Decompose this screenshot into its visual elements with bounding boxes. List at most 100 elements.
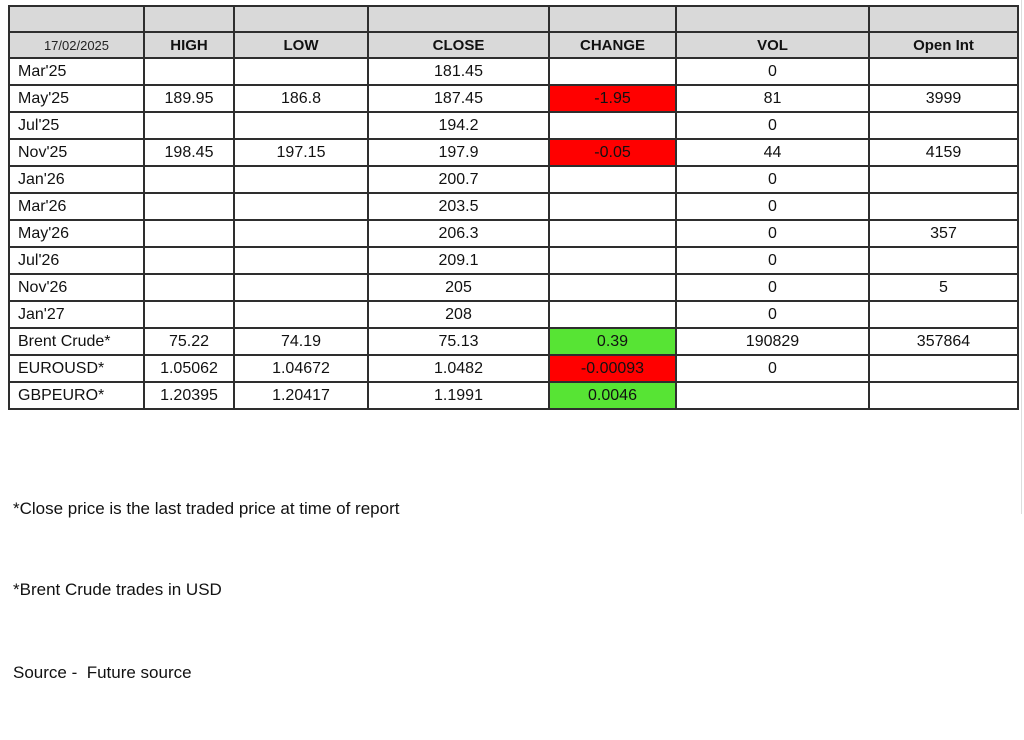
cell-close: 197.9 <box>367 138 550 167</box>
column-header-row: 17/02/2025 HIGH LOW CLOSE CHANGE VOL Ope… <box>8 31 1019 59</box>
row-label: Jan'26 <box>8 165 145 194</box>
cell-low <box>233 111 369 140</box>
table-row: May'25 189.95 186.8 187.45 -1.95 81 3999 <box>8 84 1019 113</box>
table-row: May'26 206.3 0 357 <box>8 219 1019 248</box>
cell-low <box>233 219 369 248</box>
cell-change: -1.95 <box>548 84 677 113</box>
cell-change: -0.00093 <box>548 354 677 383</box>
empty-cell <box>143 5 235 33</box>
right-edge-shadow <box>1021 0 1022 514</box>
cell-change <box>548 57 677 86</box>
footnote-brent-usd: *Brent Crude trades in USD <box>13 580 222 599</box>
cell-low: 74.19 <box>233 327 369 356</box>
row-label: GBPEURO* <box>8 381 145 410</box>
table-row: GBPEURO* 1.20395 1.20417 1.1991 0.0046 <box>8 381 1019 410</box>
cell-open-int: 4159 <box>868 138 1019 167</box>
cell-change <box>548 192 677 221</box>
cell-vol: 0 <box>675 192 870 221</box>
column-header-high: HIGH <box>143 31 235 59</box>
cell-change <box>548 111 677 140</box>
cell-vol: 0 <box>675 300 870 329</box>
cell-vol: 0 <box>675 273 870 302</box>
cell-high: 1.05062 <box>143 354 235 383</box>
cell-high: 75.22 <box>143 327 235 356</box>
cell-high: 189.95 <box>143 84 235 113</box>
cell-open-int <box>868 300 1019 329</box>
table-row: Brent Crude* 75.22 74.19 75.13 0.39 190829 357… <box>8 327 1019 356</box>
column-header-open-int: Open Int <box>868 31 1019 59</box>
table-body: Mar'25 181.45 0 May'25 189.95 186.8 187.45 -1.9… <box>8 57 1019 410</box>
cell-vol <box>675 381 870 410</box>
cell-open-int <box>868 381 1019 410</box>
cell-close: 208 <box>367 300 550 329</box>
cell-open-int <box>868 57 1019 86</box>
cell-open-int: 357864 <box>868 327 1019 356</box>
cell-open-int: 357 <box>868 219 1019 248</box>
table-row: Jan'27 208 0 <box>8 300 1019 329</box>
cell-close: 75.13 <box>367 327 550 356</box>
futures-price-table: 17/02/2025 HIGH LOW CLOSE CHANGE VOL Ope… <box>8 5 1019 410</box>
cell-close: 209.1 <box>367 246 550 275</box>
cell-close: 187.45 <box>367 84 550 113</box>
cell-high <box>143 246 235 275</box>
table-row: Nov'25 198.45 197.15 197.9 -0.05 44 4159 <box>8 138 1019 167</box>
footnote-close-price: *Close price is the last traded price at… <box>13 499 400 518</box>
empty-cell <box>548 5 677 33</box>
empty-cell <box>367 5 550 33</box>
row-label: EUROUSD* <box>8 354 145 383</box>
table-row: Nov'26 205 0 5 <box>8 273 1019 302</box>
cell-close: 206.3 <box>367 219 550 248</box>
report-date: 17/02/2025 <box>8 31 145 59</box>
column-header-vol: VOL <box>675 31 870 59</box>
row-label: Nov'26 <box>8 273 145 302</box>
cell-vol: 0 <box>675 219 870 248</box>
table-row: EUROUSD* 1.05062 1.04672 1.0482 -0.00093 0 <box>8 354 1019 383</box>
cell-change: -0.05 <box>548 138 677 167</box>
cell-low: 197.15 <box>233 138 369 167</box>
cell-high: 198.45 <box>143 138 235 167</box>
cell-open-int <box>868 354 1019 383</box>
empty-cell <box>868 5 1019 33</box>
cell-high <box>143 300 235 329</box>
empty-spacer-row <box>8 5 1019 33</box>
cell-vol: 0 <box>675 246 870 275</box>
cell-low: 186.8 <box>233 84 369 113</box>
row-label: Jul'25 <box>8 111 145 140</box>
cell-high <box>143 57 235 86</box>
cell-open-int: 5 <box>868 273 1019 302</box>
row-label: Jan'27 <box>8 300 145 329</box>
cell-high <box>143 273 235 302</box>
cell-open-int <box>868 111 1019 140</box>
cell-change <box>548 165 677 194</box>
cell-vol: 190829 <box>675 327 870 356</box>
row-label: Nov'25 <box>8 138 145 167</box>
column-header-low: LOW <box>233 31 369 59</box>
cell-open-int <box>868 165 1019 194</box>
column-header-change: CHANGE <box>548 31 677 59</box>
cell-close: 200.7 <box>367 165 550 194</box>
row-label: Jul'26 <box>8 246 145 275</box>
cell-open-int: 3999 <box>868 84 1019 113</box>
cell-vol: 0 <box>675 57 870 86</box>
cell-high <box>143 111 235 140</box>
footnotes: *Close price is the last traded price at… <box>13 441 399 740</box>
cell-vol: 0 <box>675 165 870 194</box>
row-label: May'25 <box>8 84 145 113</box>
cell-high: 1.20395 <box>143 381 235 410</box>
cell-change: 0.39 <box>548 327 677 356</box>
cell-high <box>143 219 235 248</box>
cell-vol: 81 <box>675 84 870 113</box>
row-label: Mar'26 <box>8 192 145 221</box>
footnote-source: Source - Future source <box>13 663 192 682</box>
cell-close: 203.5 <box>367 192 550 221</box>
cell-low <box>233 300 369 329</box>
row-label: Brent Crude* <box>8 327 145 356</box>
table-row: Mar'26 203.5 0 <box>8 192 1019 221</box>
report-page: 17/02/2025 HIGH LOW CLOSE CHANGE VOL Ope… <box>8 0 1022 682</box>
cell-close: 194.2 <box>367 111 550 140</box>
row-label: May'26 <box>8 219 145 248</box>
empty-cell <box>233 5 369 33</box>
cell-low <box>233 57 369 86</box>
cell-close: 1.0482 <box>367 354 550 383</box>
table-row: Mar'25 181.45 0 <box>8 57 1019 86</box>
